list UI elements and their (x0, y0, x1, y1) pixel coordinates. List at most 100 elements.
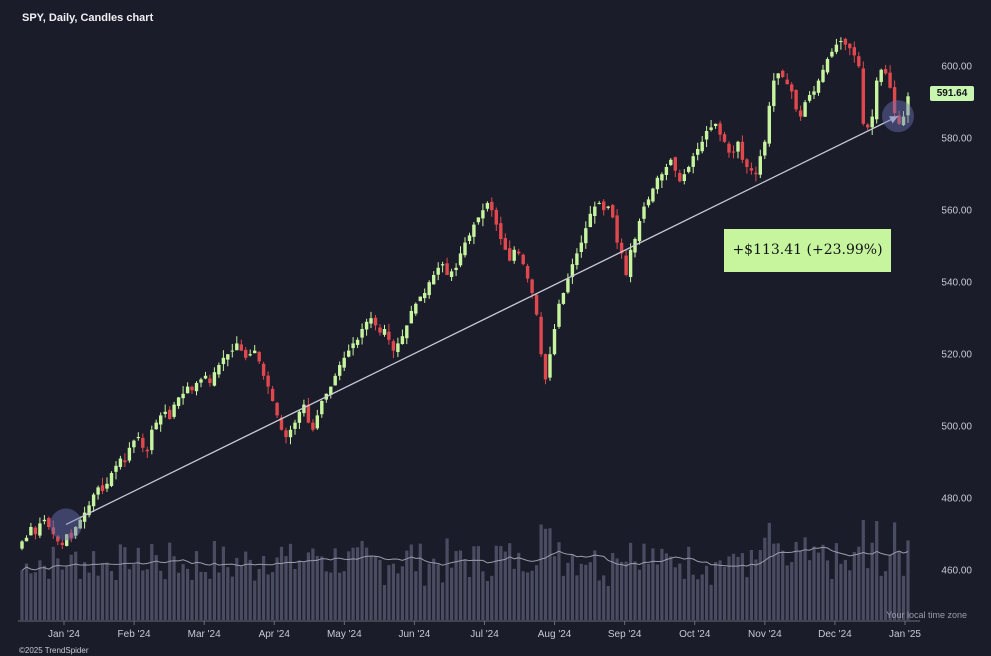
candle-body (163, 411, 167, 414)
candle-body (244, 349, 248, 358)
y-tick-label: 520.00 (941, 350, 972, 361)
volume-bar (561, 575, 565, 620)
volume-bar (342, 571, 346, 620)
volume-bar (145, 569, 149, 620)
volume-moving-average-line (21, 546, 909, 571)
volume-bar (253, 580, 257, 620)
y-tick-label: 500.00 (941, 422, 972, 433)
candle-body (168, 409, 172, 419)
volume-bar (454, 551, 458, 620)
candle-body (56, 536, 60, 542)
volume-bar (691, 574, 695, 620)
volume-bar (472, 546, 476, 620)
candle-body (830, 51, 834, 57)
volume-bar (566, 562, 570, 620)
candle-body (333, 375, 337, 386)
volume-bar (51, 546, 55, 620)
candle-body (172, 404, 176, 417)
candle-body (382, 329, 387, 335)
candle-body (651, 188, 655, 202)
candle-body (320, 401, 324, 415)
x-tick-label: Jan '24 (48, 629, 80, 640)
volume-bar (427, 563, 431, 620)
candle-body (38, 523, 42, 536)
volume-bar (476, 546, 480, 620)
trend-start-marker[interactable] (50, 508, 82, 541)
volume-bar (248, 559, 252, 620)
volume-bar (575, 575, 579, 620)
volume-bar (235, 557, 239, 620)
volume-bar (875, 521, 879, 620)
volume-bar (217, 572, 221, 620)
volume-bar (767, 522, 771, 620)
volume-bar (105, 562, 109, 620)
volume-bar (602, 575, 606, 620)
candle-body (78, 519, 82, 529)
candle-body (579, 242, 583, 252)
volume-bar (584, 564, 588, 620)
candle-body (503, 238, 507, 250)
candle-body (33, 527, 38, 535)
candle-body (96, 487, 100, 495)
volume-bar (33, 572, 37, 620)
x-tick-label: May '24 (327, 629, 362, 640)
candle-body (351, 343, 355, 349)
volume-bar (530, 570, 534, 620)
volume-bar (60, 569, 64, 620)
volume-bar (266, 574, 270, 620)
candle-body (843, 38, 848, 45)
candle-body (870, 116, 874, 128)
candle-body (696, 149, 700, 155)
volume-bar (722, 566, 727, 620)
volume-bar (288, 543, 293, 620)
x-axis: Jan '24 Feb '24 Mar '24 Apr '24 May '24 Jun '… (48, 621, 921, 640)
volume-bar (436, 564, 440, 620)
y-tick-label: 480.00 (941, 494, 972, 505)
volume-bar (467, 577, 472, 620)
volume-bar (906, 540, 910, 620)
candle-body (355, 339, 360, 345)
candle-body (190, 386, 194, 391)
volume-bar (123, 547, 127, 620)
trend-line[interactable] (65, 115, 899, 526)
candle-body (821, 69, 825, 82)
candle-body (722, 134, 727, 142)
volume-bar (660, 548, 664, 620)
volume-bar (302, 562, 306, 620)
x-tick-label: Jan '25 (889, 629, 921, 640)
candle-body (798, 110, 803, 117)
x-tick-label: Dec '24 (818, 629, 852, 640)
candle-body (781, 70, 785, 77)
candle-body (499, 223, 503, 239)
candle-body (315, 415, 319, 429)
candle-body (691, 156, 695, 167)
volume-bar (615, 558, 619, 620)
volume-bar (866, 568, 870, 620)
candle-body (861, 68, 865, 124)
volume-bar (74, 551, 78, 620)
candle-body (311, 422, 315, 430)
candle-body (29, 527, 33, 536)
candle-body (87, 505, 91, 516)
price-change-box: +$113.41 (+23.99%) (724, 229, 891, 272)
candle-body (767, 105, 771, 144)
volume-bar (535, 565, 539, 620)
volume-bar (212, 541, 216, 620)
candle-body (713, 123, 718, 126)
candle-body (20, 541, 24, 549)
volume-bar (347, 551, 351, 620)
volume-bar (570, 554, 574, 620)
volume-bar (758, 550, 762, 620)
volume-bar (642, 543, 646, 620)
volume-bar (803, 537, 807, 620)
trend-end-marker[interactable] (882, 100, 914, 133)
volume-bar (637, 569, 642, 620)
volume-bar (441, 582, 445, 620)
candle-body (338, 365, 342, 376)
candle-body (391, 341, 396, 351)
volume-bar (521, 571, 525, 620)
candle-body (642, 206, 646, 219)
volume-bar (539, 524, 543, 620)
volume-bar (512, 568, 516, 620)
